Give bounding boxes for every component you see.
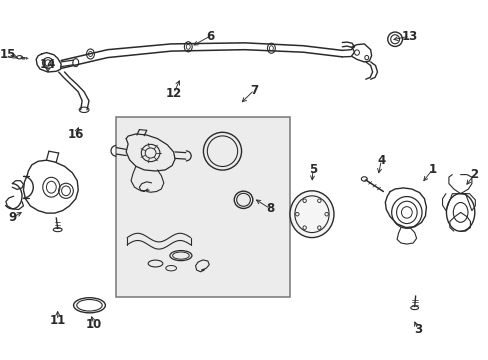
Text: 16: 16 [67, 129, 84, 141]
Text: 9: 9 [8, 211, 16, 224]
Text: 11: 11 [49, 314, 66, 327]
Text: 12: 12 [165, 87, 182, 100]
Text: 5: 5 [308, 163, 316, 176]
Ellipse shape [289, 191, 333, 238]
Bar [116, 117, 289, 297]
Text: 3: 3 [413, 323, 421, 336]
Text: 6: 6 [206, 30, 214, 42]
Text: 1: 1 [428, 163, 436, 176]
Text: 10: 10 [85, 318, 102, 330]
Text: 8: 8 [266, 202, 274, 215]
Text: 7: 7 [250, 84, 258, 96]
Text: 13: 13 [401, 30, 417, 42]
Text: 14: 14 [40, 58, 56, 71]
Text: 4: 4 [377, 154, 385, 167]
Text: 15: 15 [0, 48, 17, 60]
Text: 2: 2 [469, 168, 477, 181]
